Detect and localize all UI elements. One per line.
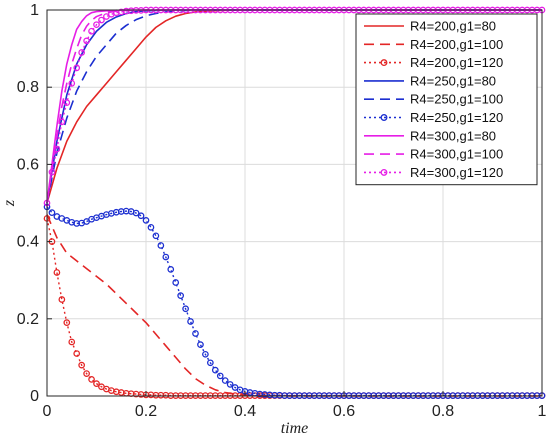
legend-entry: R4=300,g1=100: [364, 147, 503, 162]
data-point: [78, 361, 86, 369]
data-point: [58, 296, 66, 303]
data-point: [73, 64, 81, 72]
data-point: [73, 350, 81, 357]
data-point: [226, 381, 234, 388]
x-tick-label: 0.4: [234, 403, 256, 420]
axis-ticks: 0 0.2 0.4 0.6 0.8 1 0 0.2 0.4 0.6 0.8 1: [17, 2, 547, 420]
x-axis-label: time: [281, 420, 309, 437]
legend-label: R4=300,g1=120: [410, 165, 503, 180]
y-tick-label: 1: [30, 2, 39, 19]
y-tick-label: 0.2: [17, 311, 39, 328]
data-point: [207, 359, 214, 367]
x-tick-label: 0.2: [135, 403, 157, 420]
data-point: [157, 242, 165, 249]
data-point: [167, 266, 175, 273]
data-point: [137, 212, 145, 220]
data-point: [83, 370, 90, 377]
legend-label: R4=250,g1=100: [410, 92, 503, 107]
data-point: [152, 232, 160, 240]
legend-entry: R4=300,g1=120: [364, 165, 503, 180]
data-point: [162, 253, 170, 261]
data-point: [88, 376, 95, 383]
data-point: [147, 223, 155, 231]
legend-marker: [380, 59, 388, 67]
x-tick-label: 1: [538, 403, 547, 420]
legend-entry: R4=200,g1=120: [364, 55, 503, 70]
y-tick-label: 0.8: [17, 79, 39, 96]
data-point: [142, 217, 150, 224]
legend-entry: R4=250,g1=120: [364, 110, 503, 125]
y-tick-label: 0: [30, 388, 39, 405]
legend-entry: R4=200,g1=80: [364, 19, 496, 34]
data-point: [93, 380, 100, 387]
y-axis-label: z: [1, 199, 18, 207]
y-tick-label: 0.6: [17, 156, 39, 173]
data-point: [98, 16, 105, 24]
legend-entry: R4=250,g1=80: [364, 73, 496, 88]
data-point: [211, 366, 219, 374]
data-point: [187, 318, 194, 325]
y-tick-label: 0.4: [17, 234, 39, 251]
legend-label: R4=250,g1=80: [410, 73, 496, 88]
legend-entry: R4=250,g1=100: [364, 92, 503, 107]
legend-label: R4=300,g1=80: [410, 128, 496, 143]
data-point: [172, 279, 180, 286]
data-point: [78, 49, 86, 56]
data-point: [53, 269, 61, 276]
data-point: [48, 209, 56, 216]
data-point: [83, 37, 90, 45]
data-point: [53, 145, 61, 153]
series-8: [46, 9, 542, 204]
legend-label: R4=200,g1=100: [410, 37, 503, 52]
data-point: [63, 319, 71, 327]
legend-marker: [380, 114, 388, 121]
data-point: [68, 338, 76, 346]
legend-entry: R4=200,g1=100: [364, 37, 503, 52]
data-point: [192, 330, 199, 337]
x-tick-label: 0.8: [432, 403, 454, 420]
plot-frame: [46, 9, 543, 397]
data-point: [88, 27, 95, 35]
data-point: [221, 377, 229, 384]
legend-entry: R4=300,g1=80: [364, 128, 496, 143]
data-point: [58, 118, 66, 126]
data-point: [132, 209, 140, 217]
data-point: [177, 292, 184, 299]
legend-label: R4=200,g1=120: [410, 55, 503, 70]
series-line: [46, 9, 542, 204]
data-point: [68, 79, 76, 87]
data-point: [48, 168, 56, 176]
legend-marker: [380, 168, 388, 176]
legend: R4=200,g1=80 R4=200,g1=100 R4=200,g1=120 R4…: [355, 13, 538, 186]
legend-label: R4=300,g1=100: [410, 147, 503, 162]
data-point: [93, 21, 100, 29]
legend-label: R4=200,g1=80: [410, 19, 496, 34]
data-point: [202, 350, 209, 358]
data-point: [182, 305, 189, 313]
data-point: [216, 372, 224, 380]
legend-label: R4=250,g1=120: [410, 110, 503, 125]
x-tick-label: 0: [43, 403, 52, 420]
x-tick-label: 0.6: [333, 403, 355, 420]
data-point: [197, 341, 204, 349]
data-point: [63, 99, 71, 106]
